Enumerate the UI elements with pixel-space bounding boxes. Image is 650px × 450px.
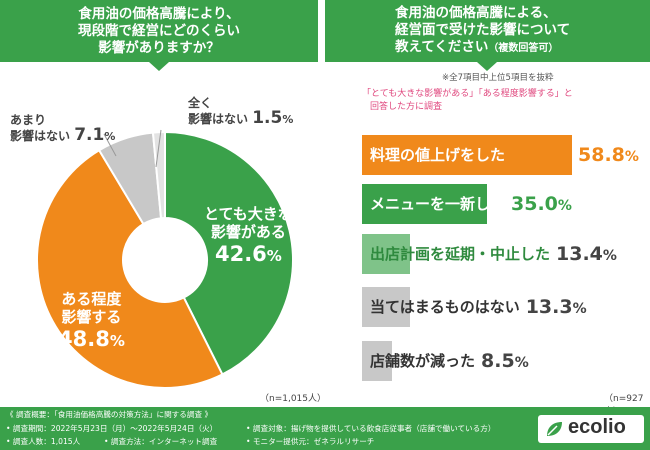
left-header-arrow [149,62,169,71]
left-sample-size: （n=1,015人） [260,394,327,404]
right-title-sub: （複数回答可） [488,43,559,54]
pie-chart [36,129,294,389]
right-title-line-3: 教えてください [395,39,489,55]
bar-value-0: 58.8% [578,144,639,166]
condition-note: 「とても大きな影響がある」「ある程度影響する」と 回答した方に調査 [362,89,573,112]
bar-value-4: 8.5% [481,350,529,372]
survey-method: • 調査方法：インターネット調査 [104,437,218,446]
left-title-line-1: 食用油の価格高騰により、 [78,5,240,22]
bar-label-4: 店舗数が減った [370,352,476,370]
bar-label-1: メニューを一新した [370,195,506,213]
bar-3 [362,287,410,327]
bar-1 [362,184,487,224]
survey-overview: 《 調査概要：「食用油価格高騰の対策方法」に関する調査 》 [6,410,213,419]
bar-value-3: 13.3% [525,296,587,318]
pie-value-none: 1.5 [252,108,283,128]
bar-0 [362,135,572,175]
survey-count: • 調査人数：1,015人 [6,437,81,446]
pie-value-some: 48.8 [58,327,110,351]
pie-slice-0 [164,130,294,376]
right-header-arrow [477,62,497,71]
bar-value-2: 13.4% [556,243,617,265]
bar-label-3: 当てはまるものはない [370,298,520,316]
bar-4 [362,341,393,381]
leader-line-none [155,129,162,168]
pie-label-big: とても大きな 影響がある 42.6% [204,205,293,266]
bar-value-1: 35.0% [511,193,572,215]
leaf-icon [547,422,562,436]
left-question-header: 食用油の価格高騰により、 現段階で経営にどのくらい 影響がありますか？ [0,0,318,62]
survey-target: • 調査対象：揚げ物を提供している飲食店従事者（店舗で働いている方） [246,424,496,433]
pie-value-big: 42.6 [214,242,267,266]
pie-label-none: 全く 影響はない 1.5% [188,96,294,128]
right-title-line-2: 経営面で受けた影響について [395,22,571,38]
top-note: ※全7項目中上位5項目を抜粋 [442,73,554,83]
right-title-line-1: 食用油の価格高騰による、 [395,5,557,21]
right-question-header: 食用油の価格高騰による、 経営面で受けた影響について 教えてください（複数回答可… [325,0,650,62]
pie-value-little: 7.1 [74,125,105,145]
survey-period: • 調査期間：2022年5月23日（月）〜2022年5月24日（火） [6,424,218,433]
leader-line-little [103,133,117,157]
logo-text: ecolio [568,416,626,438]
left-title-line-3: 影響がありますか？ [98,39,220,56]
pie-slice-3 [151,130,166,220]
ecolio-logo: ecolio [538,415,644,443]
left-title-line-2: 現段階で経営にどのくらい [78,22,240,39]
pie-label-some: ある程度 影響する 48.8% [58,290,125,351]
pie-slice-1 [36,148,224,389]
survey-provider: • モニター提供元：ゼネラルリサーチ [246,437,375,446]
bar-label-0: 料理の値上げをした [370,146,506,164]
bar-2 [362,234,410,274]
bar-label-2: 出店計画を延期・中止した [370,245,551,263]
panel-divider [320,0,323,407]
pie-label-little: あまり 影響はない 7.1% [10,113,116,145]
